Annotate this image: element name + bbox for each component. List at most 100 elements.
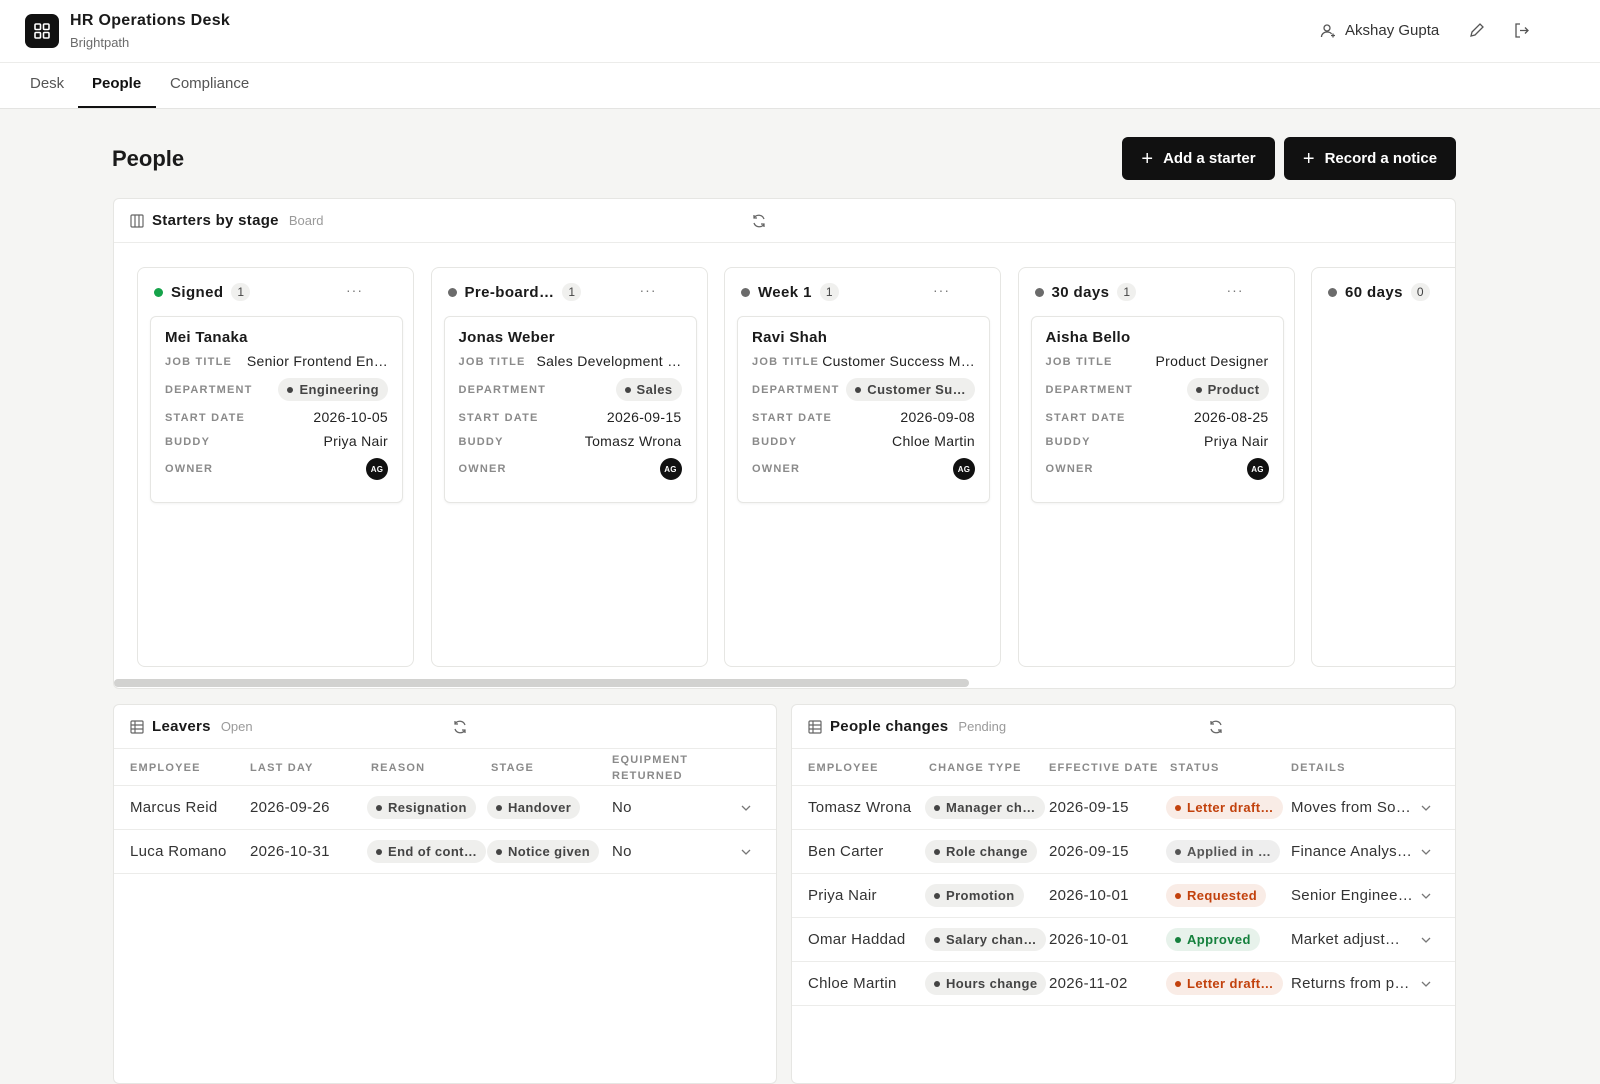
pill-text: Customer Su…	[867, 382, 966, 397]
field-label: JOB TITLE	[165, 356, 233, 368]
tab[interactable]: Desk	[30, 75, 65, 92]
expand-row[interactable]	[1420, 890, 1432, 902]
table-cell: Finance Analys…	[1291, 843, 1413, 860]
app-subtitle: Brightpath	[70, 35, 130, 50]
column-heading: EQUIPMENT RETURNED	[612, 754, 689, 782]
table-cell: Omar Haddad	[808, 931, 906, 948]
app-logo[interactable]	[25, 14, 59, 48]
table-row[interactable]: Tomasz Wrona Manager ch… 2026-09-15 Letter …	[792, 786, 1455, 830]
column-heading: EMPLOYEE	[808, 762, 879, 774]
pill: Salary chan…	[925, 928, 1046, 951]
column-name: Week 1	[758, 283, 812, 301]
edit-button[interactable]	[1468, 22, 1485, 39]
table-row[interactable]: Luca Romano 2026-10-31 End of cont… Notice …	[114, 830, 776, 874]
starter-card[interactable]: Ravi Shah JOB TITLE Customer Success M… DEP…	[737, 316, 990, 503]
starter-card[interactable]: Jonas Weber JOB TITLE Sales Development … D…	[443, 316, 697, 503]
table-cell: Senior Enginee…	[1291, 887, 1414, 904]
field-label: BUDDY	[165, 436, 211, 448]
field-label: BUDDY	[752, 436, 798, 448]
pill-text: End of cont…	[388, 844, 478, 859]
expand-row[interactable]	[1420, 934, 1432, 946]
expand-row[interactable]	[1420, 846, 1432, 858]
pill-dot	[934, 936, 940, 943]
table-row[interactable]: Priya Nair Promotion 2026-10-01 Requested Se…	[792, 874, 1455, 918]
pill-dot	[1175, 892, 1181, 899]
scrollbar[interactable]	[114, 679, 969, 687]
pill: End of cont…	[367, 840, 487, 863]
tab[interactable]: Compliance	[170, 75, 250, 92]
column-menu[interactable]: ···	[639, 282, 657, 298]
refresh-button[interactable]	[1208, 719, 1224, 735]
pill: Promotion	[925, 884, 1024, 907]
starter-name: Ravi Shah	[752, 329, 828, 346]
table-cell: Approved	[1166, 918, 1260, 961]
pill-text: Approved	[1187, 932, 1251, 947]
tab[interactable]: People	[92, 75, 142, 92]
leavers-title: Leavers	[152, 718, 211, 735]
table-cell: 2026-10-01	[1049, 931, 1129, 948]
pill-dot	[1175, 848, 1181, 855]
starter-card[interactable]: Aisha Bello JOB TITLE Product Designer DEPA…	[1030, 316, 1284, 503]
status-dot	[741, 287, 750, 297]
column-menu[interactable]: ···	[933, 282, 950, 298]
table-row[interactable]: Omar Haddad Salary chan… 2026-10-01 Approve…	[792, 918, 1455, 962]
owner-avatar: AG	[953, 458, 975, 480]
changes-panel: People changes Pending EMPLOYEE CHANGE TY…	[791, 704, 1456, 1084]
column-menu[interactable]: ···	[346, 282, 363, 298]
user-name[interactable]: Akshay Gupta	[1345, 22, 1440, 39]
board-icon	[130, 214, 144, 228]
table-row[interactable]: Marcus Reid 2026-09-26 Resignation Handover…	[114, 786, 776, 830]
refresh-button[interactable]	[751, 213, 767, 229]
pill: Requested	[1166, 884, 1267, 907]
table-cell: Manager ch…	[925, 786, 1045, 829]
pill-dot	[496, 848, 502, 855]
field-label: DEPARTMENT	[1045, 384, 1134, 396]
board-panel: Starters by stage Board Signed 1 ··· Mei Ta…	[113, 198, 1456, 689]
pill-text: Notice given	[508, 844, 591, 859]
field-label: START DATE	[1045, 412, 1126, 424]
table-row[interactable]: Ben Carter Role change 2026-09-15 Applied i…	[792, 830, 1455, 874]
board-columns: Signed 1 ··· Mei Tanaka JOB TITLE Senior Fron…	[137, 267, 1455, 667]
action-button[interactable]: + Record a notice	[1284, 137, 1456, 180]
column-header: 30 days 1	[1034, 282, 1137, 302]
table-cell: Hours change	[925, 962, 1047, 1005]
table-cell: No	[612, 799, 632, 816]
field-value: Product Designer	[1155, 353, 1269, 369]
starter-card[interactable]: Mei Tanaka JOB TITLE Senior Frontend En… DE…	[150, 316, 403, 503]
expand-row[interactable]	[740, 846, 752, 858]
owner-avatar: AG	[1246, 458, 1269, 480]
expand-row[interactable]	[1420, 802, 1432, 814]
pill-dot	[376, 804, 382, 811]
pill-text: Applied in …	[1187, 844, 1272, 859]
pill-dot	[934, 804, 940, 811]
table-header	[114, 749, 776, 786]
field-value: Priya Nair	[323, 433, 388, 449]
field-value: 2026-09-15	[606, 409, 682, 425]
expand-row[interactable]	[1420, 978, 1432, 990]
refresh-button[interactable]	[452, 719, 468, 735]
expand-row[interactable]	[740, 802, 752, 814]
field-value: Sales Development …	[536, 353, 682, 369]
column-name: 30 days	[1051, 283, 1110, 301]
board-header: Starters by stage Board	[114, 199, 1455, 243]
logout-button[interactable]	[1513, 22, 1530, 39]
starter-name: Aisha Bello	[1045, 329, 1131, 346]
field-label: DEPARTMENT	[165, 384, 253, 396]
pill-dot	[1195, 386, 1202, 393]
pill: Letter draft…	[1166, 796, 1283, 819]
column-heading: EFFECTIVE DATE	[1049, 762, 1159, 774]
board-tag: Board	[288, 213, 324, 228]
board-column: 30 days 1 ··· Aisha Bello JOB TITLE Product D…	[1017, 267, 1295, 667]
table-cell: Chloe Martin	[808, 975, 897, 992]
pill-dot	[287, 386, 294, 393]
action-button[interactable]: + Add a starter	[1122, 137, 1275, 180]
board-column: Pre-board… 1 ··· Jonas Weber JOB TITLE Sales …	[430, 267, 708, 667]
pill-dot	[496, 804, 502, 811]
pill: Notice given	[487, 840, 600, 863]
changes-header: People changes Pending	[792, 705, 1455, 749]
field-value: AG	[366, 458, 388, 480]
field-label: BUDDY	[1045, 436, 1091, 448]
table-row[interactable]: Chloe Martin Hours change 2026-11-02 Letter…	[792, 962, 1455, 1006]
pill: Sales	[615, 378, 682, 401]
column-menu[interactable]: ···	[1226, 282, 1244, 298]
